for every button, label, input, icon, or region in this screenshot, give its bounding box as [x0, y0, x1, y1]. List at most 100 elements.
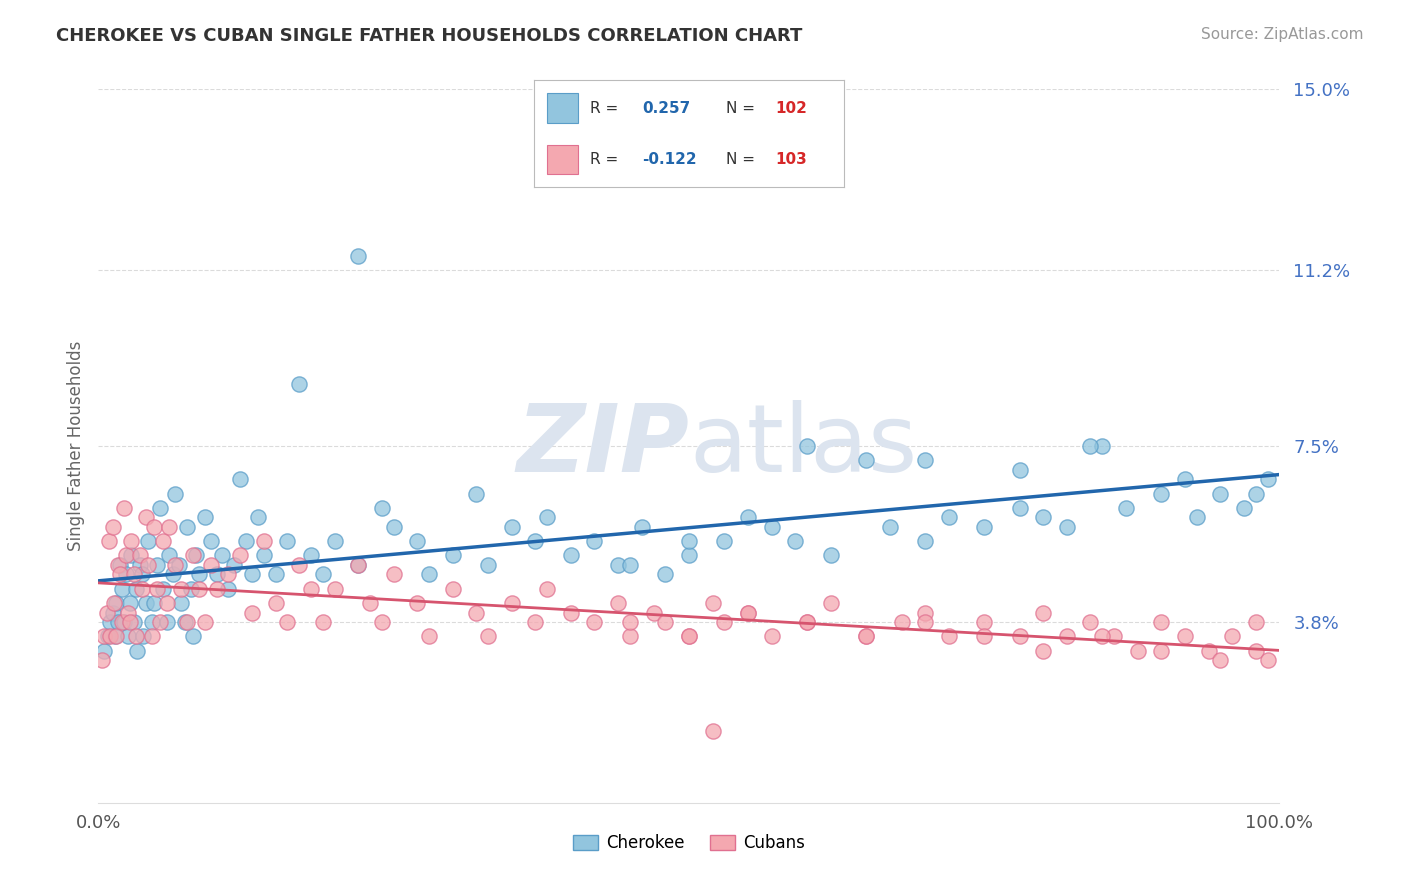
Point: [112, 615, 135, 629]
Point: [1185, 510, 1208, 524]
Point: [117, 606, 139, 620]
Point: [583, 615, 606, 629]
Point: [121, 549, 143, 563]
Point: [114, 549, 136, 563]
Point: [973, 615, 995, 629]
Point: [107, 615, 129, 629]
Point: [820, 549, 842, 563]
Point: [112, 500, 135, 515]
Point: [152, 534, 174, 549]
Point: [127, 643, 149, 657]
Point: [560, 606, 582, 620]
Point: [524, 615, 547, 629]
Point: [890, 615, 912, 629]
Point: [323, 582, 346, 596]
Point: [103, 596, 125, 610]
Point: [128, 549, 150, 563]
FancyBboxPatch shape: [547, 145, 578, 175]
Point: [142, 596, 165, 610]
Point: [1257, 653, 1279, 667]
Point: [173, 615, 195, 629]
Point: [1244, 643, 1267, 657]
Point: [879, 520, 901, 534]
Point: [240, 567, 263, 582]
Point: [583, 534, 606, 549]
Point: [785, 534, 807, 549]
Point: [141, 615, 163, 629]
Point: [136, 558, 159, 572]
Point: [619, 629, 641, 643]
Point: [1150, 643, 1173, 657]
Point: [607, 596, 630, 610]
Point: [654, 615, 676, 629]
Point: [101, 520, 124, 534]
Point: [104, 629, 127, 643]
Point: [1032, 606, 1054, 620]
Point: [200, 534, 222, 549]
Point: [149, 615, 172, 629]
Point: [1080, 439, 1102, 453]
Point: [406, 596, 429, 610]
Point: [253, 549, 276, 563]
Point: [205, 582, 228, 596]
Point: [855, 453, 877, 467]
Point: [167, 558, 190, 572]
Text: 103: 103: [776, 152, 807, 167]
Point: [132, 629, 155, 643]
Point: [678, 629, 700, 643]
Point: [181, 549, 204, 563]
Point: [855, 629, 877, 643]
Text: R =: R =: [591, 152, 623, 167]
Point: [1150, 615, 1173, 629]
Point: [619, 558, 641, 572]
Point: [737, 606, 759, 620]
Point: [157, 549, 180, 563]
Point: [224, 558, 246, 572]
Point: [796, 615, 818, 629]
Point: [1056, 520, 1078, 534]
Point: [122, 567, 145, 582]
Point: [713, 534, 735, 549]
Point: [276, 534, 298, 549]
Point: [914, 615, 936, 629]
Point: [1091, 629, 1114, 643]
Point: [120, 596, 142, 610]
Point: [938, 510, 960, 524]
Point: [165, 558, 187, 572]
Point: [1008, 500, 1031, 515]
Point: [98, 615, 121, 629]
Point: [536, 582, 558, 596]
Point: [176, 615, 198, 629]
Point: [108, 567, 131, 582]
Point: [938, 629, 960, 643]
Point: [91, 653, 114, 667]
Point: [1233, 500, 1256, 515]
Point: [702, 724, 724, 739]
Point: [157, 520, 180, 534]
Point: [246, 510, 269, 524]
Point: [347, 558, 370, 572]
Point: [1008, 629, 1031, 643]
Y-axis label: Single Father Households: Single Father Households: [66, 341, 84, 551]
Point: [121, 534, 143, 549]
Point: [114, 567, 136, 582]
Point: [181, 629, 204, 643]
Point: [1032, 510, 1054, 524]
Legend: Cherokee, Cubans: Cherokee, Cubans: [567, 828, 811, 859]
Point: [105, 629, 128, 643]
Point: [131, 582, 153, 596]
Point: [371, 615, 394, 629]
Point: [973, 629, 995, 643]
Point: [108, 558, 131, 572]
Point: [146, 558, 169, 572]
Point: [678, 549, 700, 563]
Text: 0.257: 0.257: [643, 101, 690, 116]
Point: [1126, 643, 1149, 657]
Point: [418, 567, 440, 582]
Point: [323, 534, 346, 549]
Point: [149, 500, 172, 515]
Point: [288, 377, 311, 392]
Point: [347, 249, 370, 263]
Point: [465, 606, 488, 620]
Point: [1198, 643, 1220, 657]
